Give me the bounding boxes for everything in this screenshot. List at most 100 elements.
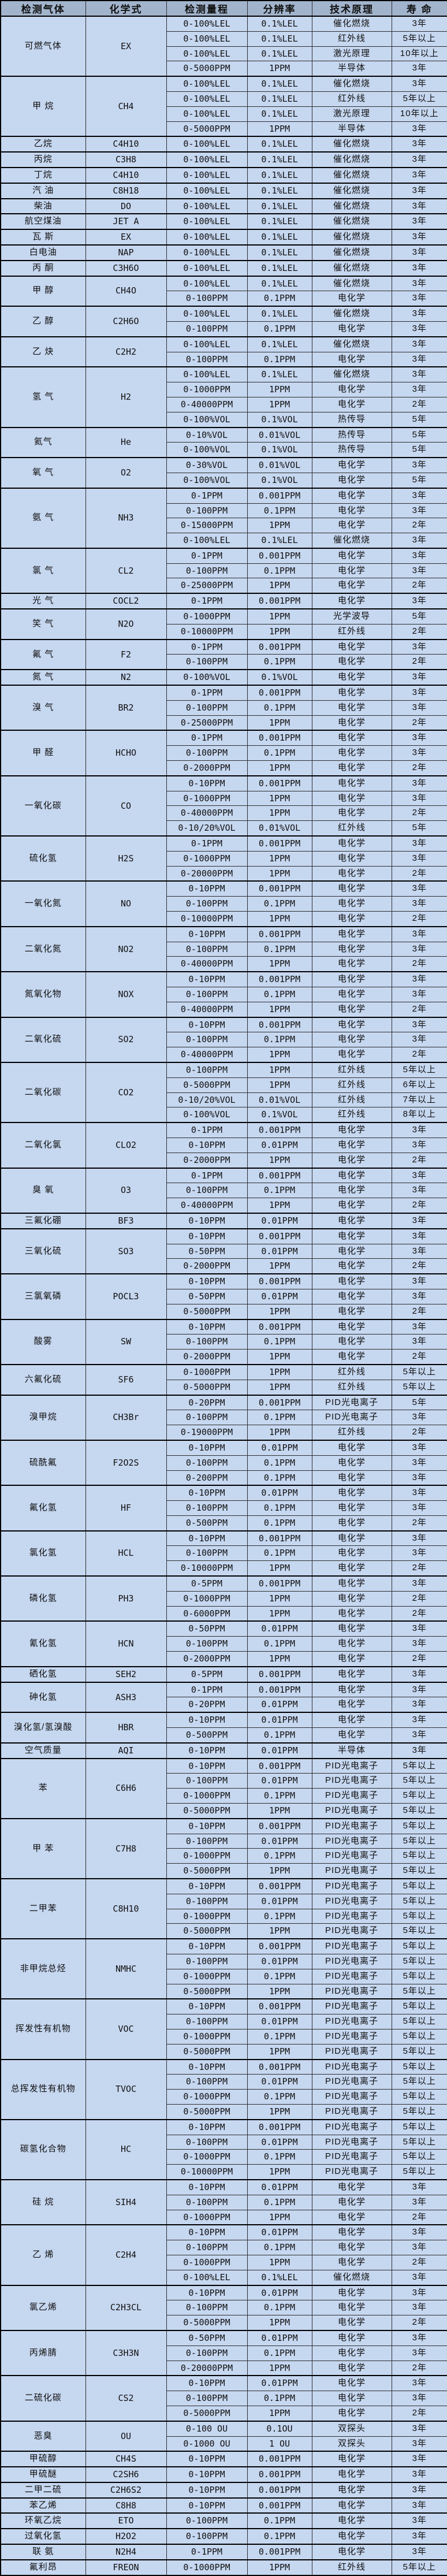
range-cell: 0-10PPM <box>166 2224 248 2241</box>
range-cell: 0-100%LEL <box>166 151 248 168</box>
resolution-cell: 0.1PPM <box>247 563 312 579</box>
gas-name-cell: 硫化氢 <box>0 835 86 882</box>
gas-name-cell: 氢 气 <box>0 366 86 428</box>
lifespan-cell: 5年以上 <box>391 1908 447 1924</box>
lifespan-cell: 5年以上 <box>391 2118 447 2135</box>
principle-cell: 电化学 <box>311 1334 392 1350</box>
principle-cell: PID光电离子 <box>311 1817 392 1834</box>
range-cell: 0-100%LEL <box>166 198 248 214</box>
gas-name-cell: 笑 气 <box>0 608 86 640</box>
table-row: 二氧化碳 CO2 0-100PPM 1PPM 红外线 5年以上 <box>0 1061 447 1123</box>
table-row: 0-100PPM 0.01PPM PID光电离子 5年以上 <box>1 1954 447 1969</box>
table-row: 硒化氢 SEH2 0-5PPM 0.001PPM 电化学 3年 <box>0 1666 447 1683</box>
principle-cell: 电化学 <box>311 685 392 701</box>
lifespan-cell: 3年 <box>391 1212 447 1229</box>
resolution-cell: 1PPM <box>247 382 312 397</box>
range-cell: 0-1PPM <box>166 1122 248 1138</box>
lifespan-cell: 3年 <box>391 275 447 292</box>
range-cell: 0-10PPM <box>166 925 248 942</box>
lifespan-cell: 2年 <box>391 1515 447 1532</box>
resolution-cell: 0.1PPM <box>247 1545 312 1562</box>
resolution-cell: 0.1PPM <box>247 2345 312 2361</box>
principle-cell: 电化学 <box>311 321 392 337</box>
resolution-cell: 0.001PPM <box>247 880 312 897</box>
table-row: 0-2000PPM 1PPM 电化学 2年 <box>1 1651 447 1667</box>
gas-name-cell: 乙烷 <box>0 136 86 153</box>
resolution-cell: 0.001PPM <box>247 1228 312 1244</box>
range-cell: 0-100%VOL <box>166 472 248 489</box>
resolution-cell: 1PPM <box>247 1303 312 1320</box>
resolution-cell: 1PPM <box>247 956 312 972</box>
table-row: 0-100%LEL 0.1%LEL 激光原理 10年以上 <box>1 106 447 122</box>
resolution-cell: 0.1PPM <box>247 503 312 519</box>
formula-cell: EX <box>85 15 167 77</box>
range-cell: 0-1000PPM <box>166 2028 248 2045</box>
lifespan-cell: 3年 <box>391 336 447 352</box>
range-cell: 0-30%VOL <box>166 457 248 473</box>
lifespan-cell: 10年以上 <box>391 106 447 122</box>
table-row: 0-100PPM 0.01PPM PID光电离子 5年以上 <box>1 1893 447 1909</box>
principle-cell: 电化学 <box>311 291 392 307</box>
range-cell: 0-5000PPM <box>166 1077 248 1093</box>
lifespan-cell: 5年以上 <box>391 1757 447 1774</box>
lifespan-cell: 3年 <box>391 1243 447 1259</box>
range-cell: 0-6000PPM <box>166 1605 248 1622</box>
table-row: 硫化氢 H2S 0-1PPM 0.001PPM 电化学 3年 <box>0 835 447 882</box>
table-row: 0-100PPM 0.1PPM 电化学 3年 <box>1 2194 447 2210</box>
range-cell: 0-1000PPM <box>166 2209 248 2225</box>
table-row: 氮氧化物 NOX 0-10PPM 0.001PPM 电化学 3年 <box>0 971 447 1018</box>
lifespan-cell: 3年 <box>391 2544 447 2560</box>
table-row: 0-100%LEL 0.1%LEL 红外线 5年以上 <box>1 31 447 47</box>
principle-cell: 电化学 <box>311 593 392 609</box>
resolution-cell: 0.1%LEL <box>247 366 312 383</box>
principle-cell: 催化燃烧 <box>311 76 392 92</box>
range-cell: 0-5PPM <box>166 1666 248 1683</box>
lifespan-cell: 3年 <box>391 1575 447 1592</box>
resolution-cell: 1PPM <box>247 121 312 137</box>
range-cell: 0-100PPM <box>166 1500 248 1516</box>
formula-cell: AQI <box>85 1742 167 1759</box>
principle-cell: 电化学 <box>311 850 392 867</box>
lifespan-cell: 3年 <box>391 563 447 579</box>
table-row: 0-100PPM 0.1PPM 电化学 3年 <box>1 291 447 307</box>
gas-name-cell: 非甲烷总烃 <box>0 1938 86 1999</box>
range-cell: 0-1PPM <box>166 730 248 746</box>
lifespan-cell: 5年以上 <box>391 31 447 47</box>
gas-name-cell: 三氯氧磷 <box>0 1273 86 1320</box>
range-cell: 0-1000PPM <box>166 1363 248 1380</box>
header-row: 检测气体 化学式 检测量程 分辨率 技术原理寿 命 <box>0 0 447 17</box>
gas-name-cell: 二氧化氯 <box>0 1122 86 1169</box>
gas-name-cell: 甲 苯 <box>0 1817 86 1879</box>
resolution-cell: 0.1%LEL <box>247 275 312 292</box>
formula-cell: C4H10 <box>85 166 167 184</box>
resolution-cell: 0.001PPM <box>247 2058 312 2075</box>
table-row: 氮 气 N2 0-100%VOL 0.1%VOL 电化学 3年 <box>0 669 447 686</box>
resolution-cell: 0.1PPM <box>247 2240 312 2255</box>
resolution-cell: 0.1OU <box>247 2420 312 2437</box>
table-row: 六氟化硫 SF6 0-1000PPM 1PPM 红外线 5年以上 <box>0 1363 447 1396</box>
resolution-cell: 0.1PPM <box>247 1410 312 1426</box>
lifespan-cell: 2年 <box>391 518 447 534</box>
principle-cell: 电化学 <box>311 1712 392 1729</box>
gas-name-cell: 过氧化氢 <box>0 2528 86 2545</box>
lifespan-cell: 3年 <box>391 1318 447 1335</box>
formula-cell: BR2 <box>85 685 167 731</box>
principle-cell: 电化学 <box>311 1122 392 1138</box>
range-cell: 0-100PPM <box>166 1032 248 1048</box>
resolution-cell: 0.1PPM <box>247 1788 312 1804</box>
resolution-cell: 0.1%VOL <box>247 1107 312 1123</box>
formula-cell: NAP <box>85 244 167 261</box>
principle-cell: 电化学 <box>311 2451 392 2467</box>
range-cell: 0-1000PPM <box>166 2089 248 2105</box>
range-cell: 0-40000PPM <box>166 1001 248 1018</box>
principle-cell: 电化学 <box>311 1455 392 1471</box>
range-cell: 0-100%LEL <box>166 182 248 199</box>
formula-cell: TVOC <box>85 2058 167 2120</box>
lifespan-cell: 3年 <box>391 76 447 92</box>
principle-cell: 电化学 <box>311 1318 392 1335</box>
formula-cell: HCN <box>85 1620 167 1667</box>
range-cell: 0-100%VOL <box>166 669 248 686</box>
table-row: 臭 氧 O3 0-1PPM 0.001PPM 电化学 3年 <box>0 1167 447 1214</box>
range-cell: 0-100%LEL <box>166 259 248 277</box>
principle-cell: 热传导 <box>311 442 392 458</box>
